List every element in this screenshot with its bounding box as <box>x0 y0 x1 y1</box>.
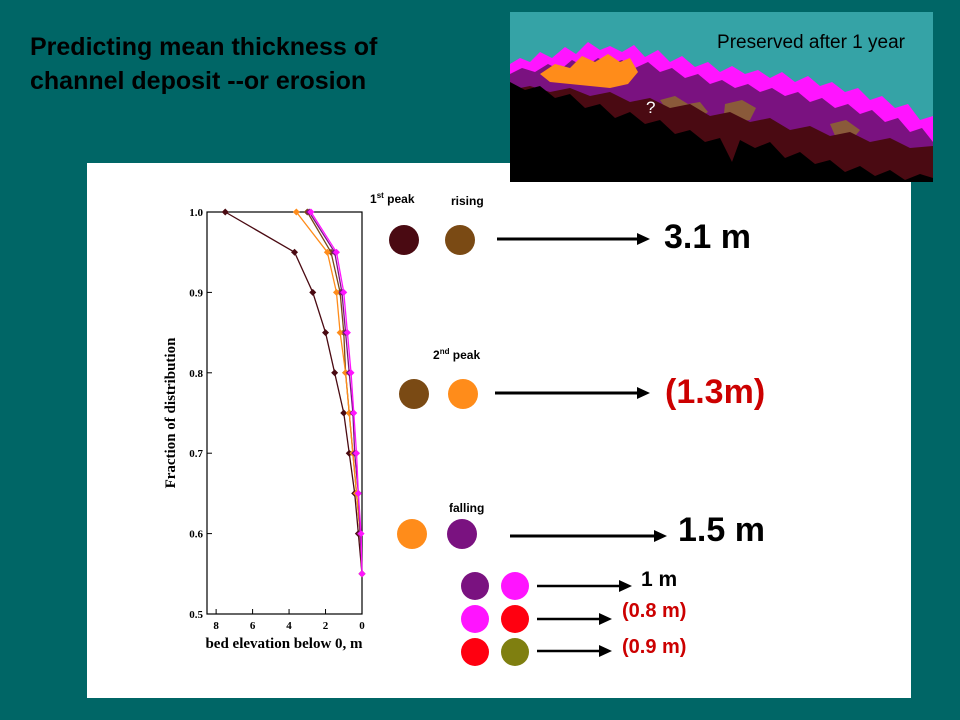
arrows-layer <box>495 233 667 657</box>
y-axis-label: Fraction of distribution <box>163 337 179 488</box>
arrow-second-peak-head <box>637 387 650 399</box>
series-point <box>336 329 344 337</box>
result-magenta-red: (0.8 m) <box>622 600 687 622</box>
first-peak-label: 1st peak <box>370 191 415 206</box>
distribution-chart: 0.5 0.6 0.7 0.8 0.9 1.0 8 6 4 2 0 bed elevation bel… <box>163 207 366 652</box>
x-tick-label: 4 <box>286 620 292 632</box>
x-tick-label: 6 <box>250 620 256 632</box>
falling-orange-dot <box>397 519 427 549</box>
inset-question-mark: ? <box>646 98 656 117</box>
rising-label: rising <box>451 194 484 208</box>
series-point <box>345 409 353 417</box>
series-point <box>327 248 335 256</box>
series-line-3 <box>295 211 363 574</box>
series-point <box>340 288 348 296</box>
small-red-dot-2 <box>461 638 489 666</box>
content-panel: 0.5 0.6 0.7 0.8 0.9 1.0 8 6 4 2 0 bed elevation bel… <box>87 163 911 698</box>
series-point <box>291 248 299 256</box>
x-tick-label: 0 <box>359 620 365 632</box>
result-red-olive: (0.9 m) <box>622 636 687 658</box>
result-second-peak: (1.3m) <box>665 373 766 411</box>
series-point <box>342 369 350 377</box>
arrow-small-2-head <box>599 613 612 625</box>
second-peak-orange-dot <box>448 379 478 409</box>
first-peak-dot <box>389 225 419 255</box>
second-peak-label: 2nd peak <box>433 347 481 362</box>
inset-caption: Preserved after 1 year <box>717 32 905 53</box>
series-point <box>332 288 340 296</box>
series-point <box>323 248 331 256</box>
series-point <box>331 369 339 377</box>
series-point <box>353 449 361 457</box>
series-point <box>221 208 229 216</box>
x-axis-label: bed elevation below 0, m <box>205 636 363 652</box>
falling-label: falling <box>449 501 485 515</box>
series-point <box>354 489 362 497</box>
y-tick-label: 0.7 <box>189 448 203 460</box>
small-magenta-dot-1 <box>501 572 529 600</box>
arrow-small-3-head <box>599 645 612 657</box>
rising-dot <box>445 225 475 255</box>
y-tick-label: 0.6 <box>189 529 203 541</box>
y-tick-label: 0.8 <box>189 368 203 380</box>
result-purple-magenta: 1 m <box>641 568 678 591</box>
small-red-dot-1 <box>501 605 529 633</box>
result-first-peak: 3.1 m <box>664 218 751 256</box>
preserved-deposit-inset: Preserved after 1 year ? <box>510 12 933 182</box>
small-purple-dot <box>461 572 489 600</box>
arrow-first-peak-head <box>637 233 650 245</box>
series-point <box>332 248 340 256</box>
series-point <box>357 530 365 538</box>
series-line-1 <box>224 211 363 574</box>
plot-frame <box>206 211 363 615</box>
arrow-falling-head <box>654 530 667 542</box>
series-point <box>309 288 317 296</box>
small-magenta-dot-2 <box>461 605 489 633</box>
result-falling: 1.5 m <box>678 511 765 549</box>
series-point <box>307 208 315 216</box>
y-tick-label: 0.9 <box>189 287 203 299</box>
series-point <box>322 329 330 337</box>
series-point <box>343 329 351 337</box>
series-point <box>347 369 355 377</box>
y-tick-label: 0.5 <box>189 609 203 621</box>
series-point <box>358 570 366 578</box>
series-line-5 <box>310 211 363 574</box>
slide-title: Predicting mean thickness of channel dep… <box>30 30 500 98</box>
second-peak-brown-dot <box>399 379 429 409</box>
series-point <box>345 449 353 457</box>
series-point <box>340 409 348 417</box>
series-point <box>292 208 300 216</box>
y-tick-label: 1.0 <box>189 207 203 219</box>
small-olive-dot <box>501 638 529 666</box>
title-line-2: channel deposit --or erosion <box>30 67 367 95</box>
series-point <box>350 409 358 417</box>
arrow-small-1-head <box>619 580 632 592</box>
x-tick-label: 2 <box>323 620 329 632</box>
falling-purple-dot <box>447 519 477 549</box>
deposit-cross-section <box>510 42 933 182</box>
x-tick-label: 8 <box>213 620 219 632</box>
title-line-1: Predicting mean thickness of <box>30 33 378 61</box>
